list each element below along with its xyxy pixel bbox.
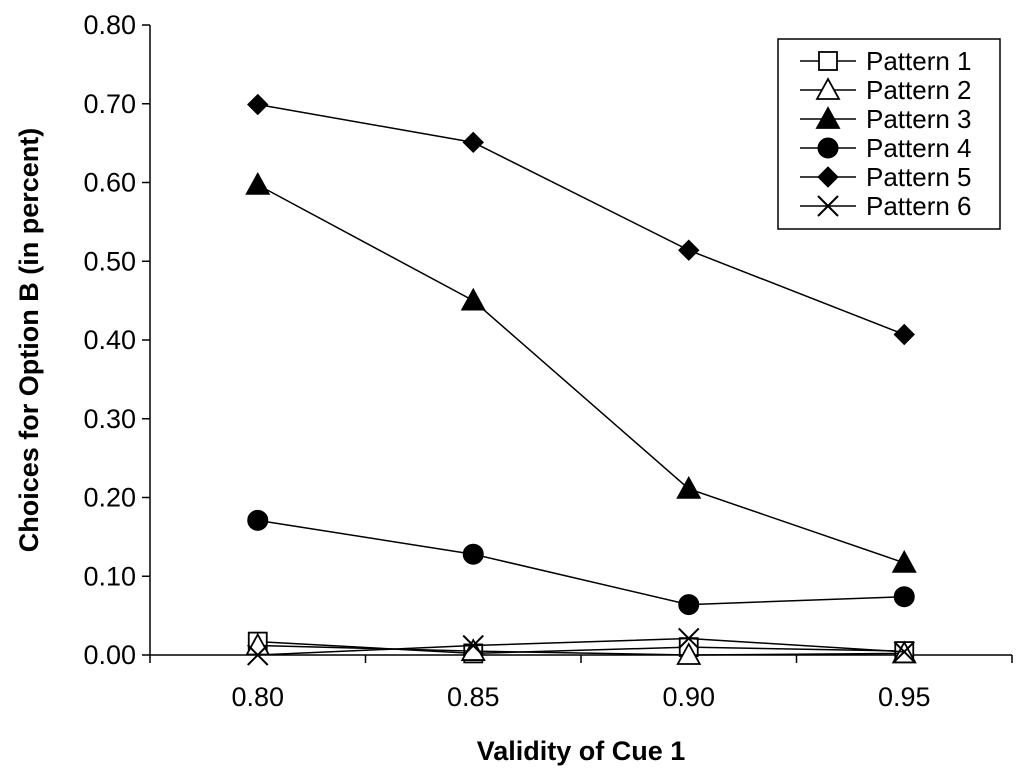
data-point: [678, 594, 700, 616]
legend-marker: [818, 51, 838, 71]
legend-marker: [815, 77, 841, 100]
legend-item: Pattern 3: [800, 104, 972, 134]
legend-label: Pattern 6: [866, 191, 972, 221]
legend-marker: [817, 195, 839, 217]
data-point: [893, 323, 915, 346]
y-tick-label: 0.40: [83, 325, 136, 355]
series-line: [257, 184, 905, 564]
legend-item: Pattern 2: [800, 75, 972, 105]
y-tick-label: 0.80: [83, 10, 136, 40]
data-point: [247, 93, 269, 116]
data-point: [676, 475, 702, 499]
legend-item: Pattern 6: [800, 191, 972, 221]
data-point: [462, 131, 484, 154]
y-tick-label: 0.30: [83, 404, 136, 434]
data-point: [462, 543, 484, 565]
x-tick-label: 0.95: [878, 682, 931, 712]
data-point: [893, 641, 915, 663]
legend-label: Pattern 1: [866, 46, 972, 76]
y-tick-label: 0.20: [83, 483, 136, 513]
x-tick-label: 0.80: [231, 682, 284, 712]
data-point: [245, 171, 271, 195]
x-stroke: [893, 641, 915, 663]
data-point: [460, 287, 486, 311]
y-tick-label: 0.60: [83, 168, 136, 198]
data-point: [678, 239, 700, 261]
series-line: [257, 640, 905, 655]
x-stroke: [678, 627, 700, 650]
series-line: [257, 637, 905, 656]
x-stroke: [247, 644, 269, 666]
x-stroke: [462, 634, 484, 657]
legend-label: Pattern 4: [866, 133, 972, 163]
legend-label: Pattern 5: [866, 162, 972, 192]
data-point: [678, 627, 700, 650]
axes: 0.00 0.10 0.20 0.30 0.40 0.50 0.60 0.70 0.80 0.80…: [83, 10, 1013, 712]
data-point: [247, 644, 269, 666]
legend-box: [777, 38, 1001, 230]
series-6: [247, 627, 915, 666]
x-stroke: [817, 195, 839, 217]
legend-marker: [815, 106, 841, 129]
series-5: [247, 93, 915, 346]
legend-marker: [817, 166, 839, 188]
legend-marker: [817, 137, 839, 159]
x-tick-label: 0.85: [447, 682, 500, 712]
x-axis-title: Validity of Cue 1: [477, 736, 686, 766]
series-4: [247, 509, 915, 616]
legend-item: Pattern 4: [800, 133, 972, 163]
legend-label: Pattern 2: [866, 75, 972, 105]
series-line: [257, 644, 905, 656]
data-point: [891, 549, 917, 573]
series-layer: [245, 93, 917, 666]
series-line: [257, 103, 905, 336]
series-2: [245, 632, 917, 665]
legend-item: Pattern 5: [800, 162, 972, 192]
legend-label: Pattern 3: [866, 104, 972, 134]
data-point: [893, 586, 915, 608]
data-point: [676, 642, 702, 665]
y-tick-label: 0.00: [83, 640, 136, 670]
data-point: [247, 509, 269, 531]
legend-item: Pattern 1: [800, 46, 972, 76]
series-3: [245, 171, 917, 573]
x-tick-label: 0.90: [662, 682, 715, 712]
series-line: [257, 519, 905, 606]
data-point: [462, 634, 484, 657]
y-axis-title: Choices for Option B (in percent): [14, 128, 44, 553]
y-tick-label: 0.50: [83, 246, 136, 276]
y-tick-label: 0.10: [83, 561, 136, 591]
y-tick-label: 0.70: [83, 89, 136, 119]
